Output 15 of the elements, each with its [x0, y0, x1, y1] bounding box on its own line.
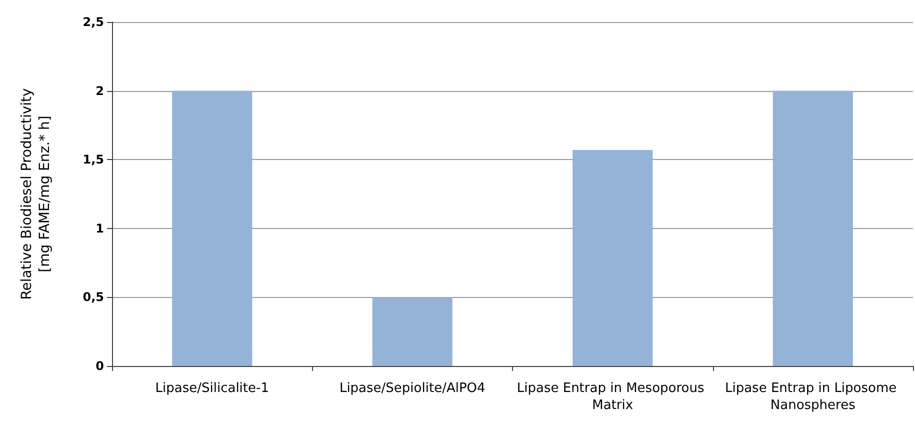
y-tick-label: 0,5: [82, 290, 104, 304]
y-tick-label: 1: [96, 221, 104, 236]
bar: [172, 90, 252, 366]
x-tick-label: Lipase Entrap in Liposome Nanospheres: [724, 381, 901, 413]
y-tick-label: 2: [96, 84, 104, 98]
y-tick-label: 0: [96, 359, 104, 373]
y-tick-label: 2,5: [82, 15, 104, 29]
x-tick-label: Lipase/Silicalite-1: [155, 381, 269, 396]
x-tick-label: Lipase/Sepiolite/AlPO4: [339, 381, 486, 396]
bar: [372, 297, 452, 366]
bar: [772, 90, 853, 366]
bar: [572, 150, 653, 366]
x-tick-label: Lipase Entrap in Mesoporous Matrix: [516, 381, 708, 413]
y-tick-label: 1,5: [82, 152, 104, 167]
y-axis-title: Relative Biodiesel Productivity [mg FAME/mg Enz.* h]: [19, 88, 53, 300]
